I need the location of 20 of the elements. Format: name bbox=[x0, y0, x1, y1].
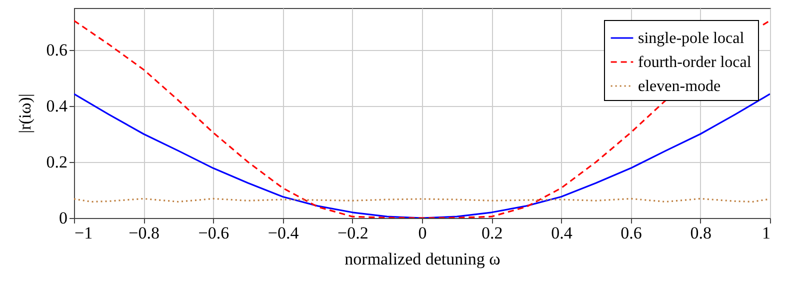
y-axis-title: |r(iω)| bbox=[15, 94, 34, 134]
x-tick-label: 0.2 bbox=[481, 224, 503, 242]
y-tick-label: 0.6 bbox=[46, 40, 68, 60]
x-tick-label: −0.2 bbox=[337, 224, 368, 242]
x-tick-label: 0 bbox=[418, 224, 427, 242]
x-tick-label: −1 bbox=[74, 224, 93, 242]
x-tick-label: −0.6 bbox=[198, 224, 230, 242]
y-tick-label: 0 bbox=[59, 208, 68, 228]
x-tick-label: −0.4 bbox=[268, 224, 300, 242]
x-tick-label: 1 bbox=[762, 224, 770, 242]
x-tick-label: 0.6 bbox=[620, 224, 642, 242]
x-tick-label: 0.8 bbox=[690, 224, 712, 242]
y-tick-label: 0.4 bbox=[46, 96, 68, 116]
x-axis-title: normalized detuning ω bbox=[344, 250, 500, 268]
y-tick-label: 0.2 bbox=[46, 152, 68, 172]
x-tick-label: 0.4 bbox=[551, 224, 573, 242]
legend-label: fourth-order local bbox=[638, 54, 752, 71]
legend-label: eleven-mode bbox=[638, 78, 721, 95]
legend-label: single-pole local bbox=[638, 30, 745, 47]
x-tick-label: −0.8 bbox=[128, 224, 160, 242]
